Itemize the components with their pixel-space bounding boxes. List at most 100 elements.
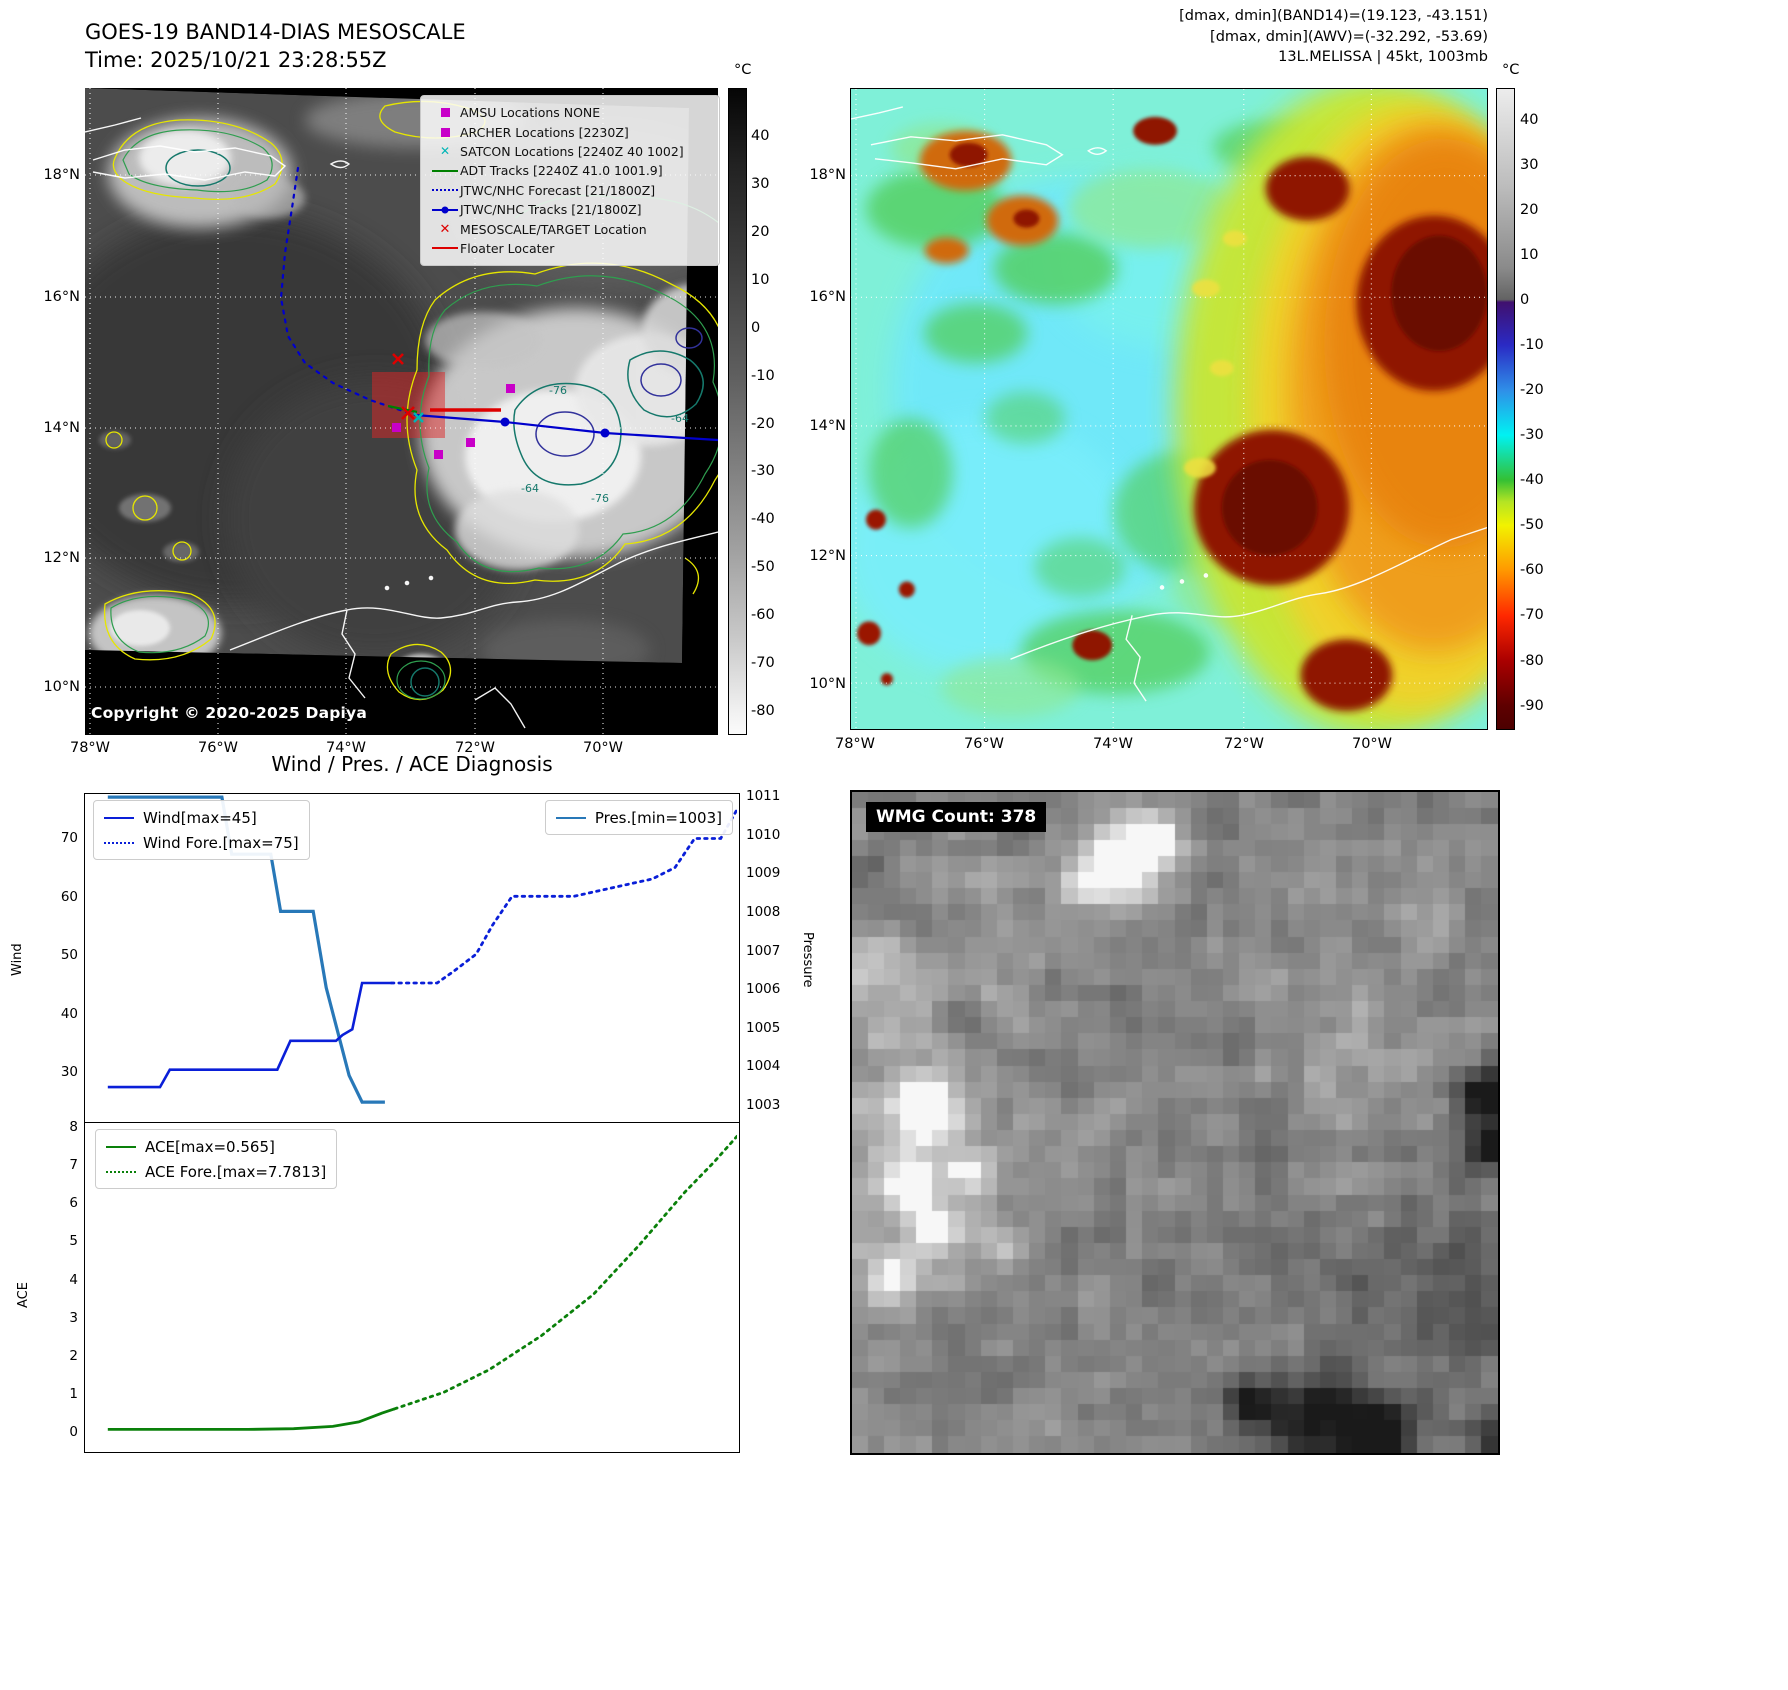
tick-label: 40 (751, 128, 770, 144)
tick-label: 72°W (1223, 736, 1265, 752)
legend-label: Floater Locater (460, 240, 555, 256)
tick-label: 72°W (454, 740, 496, 756)
wind-forecast-line-icon (104, 841, 134, 844)
legend-label: AMSU Locations NONE (460, 105, 601, 121)
contour-label: -64 (521, 482, 539, 495)
series-line (107, 981, 392, 1089)
legend-label: JTWC/NHC Tracks [21/1800Z] (460, 202, 642, 218)
panel1-title-block: GOES-19 BAND14-DIAS MESOSCALE Time: 2025… (85, 18, 466, 75)
tick-label: 1005 (746, 1020, 781, 1036)
pressure-axis-label: Pressure (800, 932, 815, 988)
tick-label: -40 (751, 511, 775, 527)
legend-item-floater: Floater Locater (430, 239, 710, 258)
ace-plot (107, 1134, 739, 1431)
panel2-header-line1: [dmax, dmin](BAND14)=(19.123, -43.151) (1179, 8, 1488, 24)
satcon-marker (413, 412, 424, 423)
contours-inner (535, 327, 703, 457)
tick-label: 1009 (746, 865, 781, 881)
tick-label: 76°W (197, 740, 239, 756)
tick-label: 7 (69, 1157, 78, 1173)
panel1-colorbar-unit: °C (734, 62, 752, 78)
ace-axis-label: ACE (16, 1282, 31, 1308)
track-point (600, 428, 610, 438)
tick-label: -80 (751, 703, 775, 719)
tick-label: 20 (1520, 202, 1539, 218)
tick-label: 10 (1520, 247, 1539, 263)
coastlines (851, 106, 1487, 702)
archer-markers (392, 384, 515, 459)
tick-label: 1010 (746, 827, 781, 843)
target-x-markers (392, 353, 415, 420)
pressure-line-icon (555, 816, 586, 819)
tick-label: 14°N (809, 418, 846, 434)
tick-label: 3 (69, 1310, 78, 1326)
jtwc-track (414, 413, 719, 442)
tick-label: 1004 (746, 1058, 781, 1074)
tick-label: -10 (1520, 337, 1544, 353)
map-legend: AMSU Locations NONE ARCHER Locations [22… (420, 95, 720, 267)
wind-line-icon (104, 816, 134, 819)
archer-marker-icon (430, 127, 460, 137)
tick-label: 30 (60, 1064, 78, 1080)
tick-label: 74°W (325, 740, 367, 756)
wmg-panel: WMG Count: 378 (850, 790, 1500, 1455)
tick-label: -70 (751, 655, 775, 671)
legend-item-amsu: AMSU Locations NONE (430, 103, 710, 122)
tick-label: 1011 (746, 788, 781, 804)
tick-label: 60 (60, 889, 78, 905)
legend-label: JTWC/NHC Forecast [21/1800Z] (460, 182, 656, 198)
contour-label: -64 (671, 412, 689, 425)
tick-label: 20 (751, 224, 770, 240)
tick-label: -40 (1520, 472, 1544, 488)
grid-lines (851, 89, 1487, 729)
grid-lines (85, 88, 718, 735)
tick-label: 74°W (1092, 736, 1134, 752)
tick-label: 16°N (809, 289, 846, 305)
tick-label: 70°W (582, 740, 624, 756)
contours-teal (165, 149, 704, 697)
adt-line-icon (430, 169, 460, 172)
tick-label: 70°W (1351, 736, 1393, 752)
tick-label: 50 (60, 947, 78, 963)
legend-row-ace-forecast: ACE Fore.[max=7.7813] (106, 1159, 326, 1184)
tick-label: -20 (1520, 382, 1544, 398)
tick-label: 1 (69, 1386, 78, 1402)
panel1-lat-axis: 18°N 16°N 14°N 12°N 10°N (28, 88, 80, 735)
legend-label: MESOSCALE/TARGET Location (460, 221, 647, 237)
series-line (393, 1134, 739, 1411)
enhanced-field (851, 89, 1487, 729)
ace-legend: ACE[max=0.565] ACE Fore.[max=7.7813] (95, 1129, 338, 1189)
tick-label: 0 (751, 320, 761, 336)
tick-label: 12°N (43, 550, 80, 566)
panel2-header-line2: [dmax, dmin](AWV)=(-32.292, -53.69) (1210, 28, 1488, 45)
floater-line-icon (430, 247, 460, 250)
wmg-count-badge: WMG Count: 378 (866, 802, 1047, 832)
panel2-lon-axis: 78°W 76°W 74°W 72°W 70°W (835, 736, 1488, 758)
pressure-axis-ticks: 1011 1010 1009 1008 1007 1006 1005 1004 1003 (746, 788, 792, 1123)
legend-label: ARCHER Locations [2230Z] (460, 124, 629, 140)
panel2-header-line3: 13L.MELISSA | 45kt, 1003mb (1278, 49, 1488, 66)
tick-label: -20 (751, 416, 775, 432)
panel1-lon-axis: 78°W 76°W 74°W 72°W 70°W (70, 740, 718, 762)
panel1-colorbar (728, 88, 747, 735)
tick-label: 1008 (746, 904, 781, 920)
tick-label: -30 (1520, 427, 1544, 443)
legend-row-wind: Wind[max=45] (104, 805, 299, 830)
wind-axis-label: Wind (10, 943, 25, 977)
legend-item-target: ✕ MESOSCALE/TARGET Location (430, 219, 710, 238)
legend-label: ACE Fore.[max=7.7813] (145, 1162, 327, 1181)
legend-item-adt: ADT Tracks [2240Z 41.0 1001.9] (430, 161, 710, 180)
legend-label: ACE[max=0.565] (145, 1137, 275, 1156)
legend-item-tracks: JTWC/NHC Tracks [21/1800Z] (430, 200, 710, 219)
tick-label: 6 (69, 1195, 78, 1211)
tick-label: 40 (60, 1006, 78, 1022)
legend-label: ADT Tracks [2240Z 41.0 1001.9] (460, 163, 663, 179)
ace-axis-ticks: 8 7 6 5 4 3 2 1 0 (36, 1119, 78, 1453)
tick-label: 18°N (43, 167, 80, 183)
tick-label: 10°N (43, 679, 80, 695)
tick-label: 2 (69, 1348, 78, 1364)
tick-label: -10 (751, 368, 775, 384)
tracks-and-markers (279, 166, 719, 459)
forecast-line-icon (430, 189, 460, 192)
